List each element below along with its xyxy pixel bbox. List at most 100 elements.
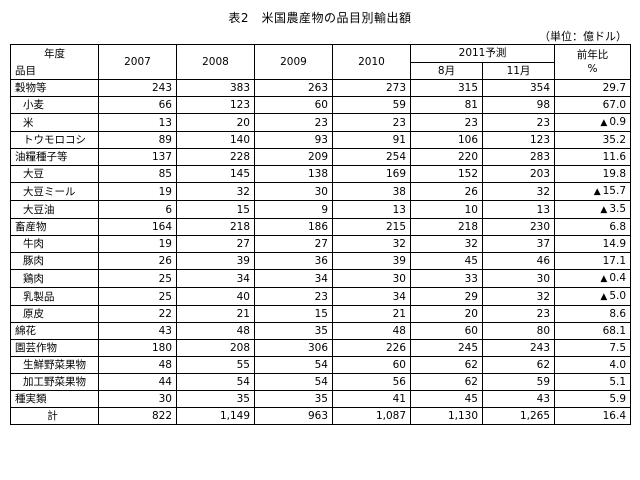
cell-value: 32 (176, 182, 255, 201)
cell-value: 23 (254, 287, 333, 306)
cell-value: 60 (254, 96, 333, 114)
cell-yoy: 16.4 (554, 407, 632, 425)
cell-value: 35 (254, 390, 333, 408)
cell-value: 59 (332, 96, 411, 114)
header-corner: 年度 品目 (10, 44, 99, 80)
yoy-value: 0.9 (609, 116, 627, 128)
cell-value: 123 (481, 131, 556, 149)
cell-value: 1,149 (176, 407, 255, 425)
cell-yoy: ▲ 0.4 (554, 269, 632, 288)
yoy-value: 16.4 (602, 410, 627, 422)
header-year-2010: 2010 (332, 44, 411, 80)
cell-value: 230 (481, 218, 556, 236)
negative-triangle-icon: ▲ (600, 292, 608, 302)
cell-value: 41 (332, 390, 411, 408)
cell-value: 106 (410, 131, 483, 149)
cell-value: 383 (176, 79, 255, 97)
cell-value: 44 (98, 373, 177, 391)
row-label: 加工野菜果物 (10, 373, 99, 391)
header-year-2008: 2008 (176, 44, 255, 80)
row-label: 牛肉 (10, 235, 99, 253)
cell-value: 23 (410, 113, 483, 132)
negative-triangle-icon: ▲ (600, 118, 608, 128)
cell-value: 45 (410, 252, 483, 270)
cell-value: 30 (332, 269, 411, 288)
row-label: 油糧種子等 (10, 148, 99, 166)
cell-yoy: 5.1 (554, 373, 632, 391)
cell-value: 29 (410, 287, 483, 306)
table-row: 大豆 85 145 138 169 152 203 19.8 (10, 165, 632, 183)
cell-value: 33 (410, 269, 483, 288)
cell-value: 19 (98, 235, 177, 253)
cell-value: 45 (410, 390, 483, 408)
yoy-value: 35.2 (602, 134, 627, 146)
cell-value: 15 (254, 305, 333, 323)
table-title: 表2 米国農産物の品目別輸出額 (228, 11, 412, 25)
cell-value: 13 (481, 200, 556, 219)
yoy-value: 8.6 (609, 308, 627, 320)
row-label: 穀物等 (10, 79, 99, 97)
cell-value: 315 (410, 79, 483, 97)
cell-value: 27 (254, 235, 333, 253)
cell-yoy: 17.1 (554, 252, 632, 270)
table-row: 種実類 30 35 35 41 45 43 5.9 (10, 390, 632, 408)
cell-value: 40 (176, 287, 255, 306)
table-row: 米 13 20 23 23 23 23 ▲ 0.9 (10, 113, 632, 132)
cell-value: 32 (332, 235, 411, 253)
header-forecast-nov: 11月 (481, 61, 556, 80)
row-label: 生鮮野菜果物 (10, 356, 99, 374)
header-forecast: 2011予測 (409, 44, 556, 63)
cell-yoy: 7.5 (554, 339, 632, 357)
cell-value: 243 (98, 79, 177, 97)
row-label: 綿花 (10, 322, 99, 340)
row-label: 小麦 (10, 96, 99, 114)
cell-value: 26 (410, 182, 483, 201)
table-row: 大豆ミール 19 32 30 38 26 32 ▲ 15.7 (10, 182, 632, 201)
header-yoy: 前年比 % (554, 44, 632, 80)
cell-value: 6 (98, 200, 177, 219)
header-yoy-unit: % (587, 63, 598, 75)
header-item-label: 品目 (15, 65, 36, 77)
cell-value: 243 (481, 339, 556, 357)
cell-value: 30 (481, 269, 556, 288)
cell-value: 62 (481, 356, 556, 374)
cell-value: 91 (332, 131, 411, 149)
yoy-value: 67.0 (602, 99, 627, 111)
cell-value: 283 (481, 148, 556, 166)
cell-yoy: 35.2 (554, 131, 632, 149)
table-row: 牛肉 19 27 27 32 32 37 14.9 (10, 235, 632, 253)
cell-value: 23 (481, 113, 556, 132)
table-row: 生鮮野菜果物 48 55 54 60 62 62 4.0 (10, 356, 632, 374)
table-row: 加工野菜果物 44 54 54 56 62 59 5.1 (10, 373, 632, 391)
cell-value: 55 (176, 356, 255, 374)
cell-yoy: 68.1 (554, 322, 632, 340)
cell-yoy: 14.9 (554, 235, 632, 253)
cell-value: 273 (332, 79, 411, 97)
cell-value: 34 (254, 269, 333, 288)
cell-value: 23 (332, 113, 411, 132)
table-row: 油糧種子等 137 228 209 254 220 283 11.6 (10, 148, 632, 166)
yoy-value: 3.5 (609, 203, 627, 215)
table-row: 原皮 22 21 15 21 20 23 8.6 (10, 305, 632, 323)
yoy-value: 68.1 (602, 325, 627, 337)
cell-value: 203 (481, 165, 556, 183)
cell-yoy: 67.0 (554, 96, 632, 114)
header-year-2007: 2007 (98, 44, 177, 80)
table-row: 豚肉 26 39 36 39 45 46 17.1 (10, 252, 632, 270)
table-body: 穀物等 243 383 263 273 315 354 29.7 小麦 66 123 60 59 81 98… (10, 79, 632, 425)
table-row: 大豆油 6 15 9 13 10 13 ▲ 3.5 (10, 200, 632, 219)
cell-value: 60 (410, 322, 483, 340)
cell-value: 186 (254, 218, 333, 236)
header-forecast-aug: 8月 (410, 61, 483, 80)
cell-value: 22 (98, 305, 177, 323)
yoy-value: 5.1 (609, 376, 627, 388)
cell-value: 220 (410, 148, 483, 166)
cell-yoy: 29.7 (554, 79, 632, 97)
cell-yoy: 6.8 (554, 218, 632, 236)
table-row: 計 822 1,149 963 1,087 1,130 1,265 16.4 (10, 407, 632, 425)
cell-value: 36 (254, 252, 333, 270)
row-label: 大豆 (10, 165, 99, 183)
table-row: 鶏肉 25 34 34 30 33 30 ▲ 0.4 (10, 269, 632, 288)
cell-value: 137 (98, 148, 177, 166)
cell-value: 306 (254, 339, 333, 357)
